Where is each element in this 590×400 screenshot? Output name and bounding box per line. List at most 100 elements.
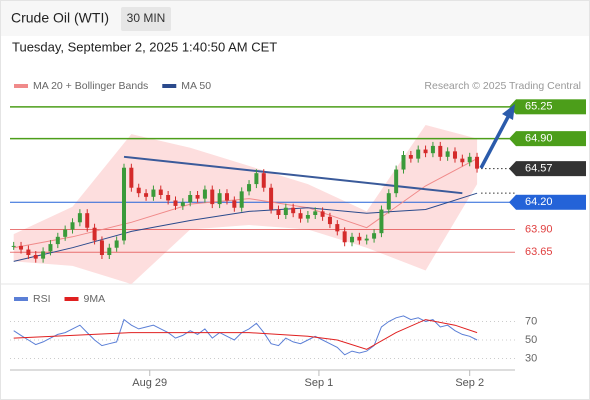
level-label-box bbox=[516, 99, 586, 115]
moving-average bbox=[13, 192, 478, 262]
level-label: 63.65 bbox=[525, 246, 553, 258]
legend-label: RSI bbox=[33, 293, 51, 305]
candle bbox=[467, 156, 472, 163]
candle bbox=[217, 193, 222, 205]
candle bbox=[188, 195, 193, 203]
level-label-box bbox=[516, 131, 586, 147]
candle bbox=[475, 156, 480, 169]
candle bbox=[379, 209, 384, 234]
x-tick-label: Sep 1 bbox=[305, 377, 334, 389]
candle bbox=[210, 189, 215, 205]
level-label: 64.90 bbox=[525, 133, 553, 145]
candle bbox=[452, 151, 457, 159]
candle bbox=[11, 245, 16, 247]
trendline bbox=[123, 155, 463, 195]
legend-label: MA 50 bbox=[181, 80, 211, 92]
candle bbox=[195, 195, 200, 199]
level-label-box bbox=[516, 194, 586, 210]
level-label: 64.20 bbox=[525, 196, 553, 208]
candle bbox=[19, 245, 24, 250]
candle bbox=[408, 155, 413, 159]
level-label: 65.25 bbox=[525, 101, 553, 113]
moving-average bbox=[13, 158, 478, 249]
candle bbox=[166, 195, 171, 201]
watermark: Research © 2025 Trading Central bbox=[424, 80, 581, 92]
candle bbox=[335, 224, 340, 232]
candle bbox=[372, 233, 377, 239]
candle bbox=[158, 189, 163, 195]
candle bbox=[85, 213, 90, 228]
candle bbox=[416, 149, 421, 159]
bollinger-band bbox=[13, 125, 478, 285]
candle bbox=[254, 173, 259, 185]
rsi-tick-label: 70 bbox=[525, 315, 537, 327]
x-tick-label: Sep 2 bbox=[455, 377, 484, 389]
candle bbox=[180, 202, 185, 206]
legend-swatch bbox=[14, 84, 28, 88]
candle bbox=[342, 231, 347, 243]
candle bbox=[283, 207, 288, 215]
candle bbox=[224, 193, 229, 201]
candle bbox=[305, 215, 310, 219]
level-label-pointer bbox=[509, 131, 516, 147]
candle bbox=[99, 240, 104, 255]
candle bbox=[202, 189, 207, 199]
candle bbox=[291, 207, 296, 214]
candle bbox=[55, 236, 60, 245]
candle bbox=[269, 187, 274, 210]
candle bbox=[114, 240, 119, 248]
candle bbox=[394, 169, 399, 194]
rsi-tick-label: 50 bbox=[525, 334, 537, 346]
rsi-line bbox=[13, 315, 478, 356]
title: Crude Oil (WTI) bbox=[11, 10, 109, 26]
legend-label: MA 20 + Bollinger Bands bbox=[33, 80, 148, 92]
candle bbox=[364, 238, 369, 241]
legend-swatch bbox=[162, 84, 177, 88]
candle bbox=[261, 173, 266, 188]
candle bbox=[136, 187, 141, 194]
candle bbox=[313, 211, 318, 215]
candle bbox=[48, 244, 53, 252]
candle bbox=[41, 251, 46, 259]
timeframe: 30 MIN bbox=[127, 11, 166, 25]
forecast-arrow bbox=[479, 116, 510, 169]
level-label: 63.90 bbox=[525, 223, 553, 235]
candle bbox=[430, 145, 435, 154]
level-label-pointer bbox=[509, 161, 516, 177]
level-label-pointer bbox=[509, 194, 516, 210]
timeframe-badge bbox=[121, 7, 171, 31]
candle bbox=[33, 255, 38, 259]
candle bbox=[26, 249, 31, 255]
candle bbox=[276, 209, 281, 215]
candle bbox=[298, 213, 303, 219]
legend-label: 9MA bbox=[84, 293, 106, 305]
candle bbox=[129, 167, 134, 188]
candle bbox=[320, 211, 325, 217]
legend-swatch bbox=[14, 297, 28, 301]
candle bbox=[151, 189, 156, 197]
candle bbox=[239, 191, 244, 208]
candle bbox=[438, 145, 443, 157]
level-label: 64.57 bbox=[525, 163, 553, 175]
candle bbox=[445, 151, 450, 157]
candle bbox=[63, 229, 68, 237]
candle bbox=[386, 193, 391, 210]
forecast-arrow-head bbox=[502, 104, 515, 120]
rsi-tick-label: 30 bbox=[525, 352, 537, 364]
header-bg bbox=[1, 1, 589, 36]
candle bbox=[350, 236, 355, 243]
candle bbox=[144, 193, 149, 197]
candle bbox=[173, 200, 178, 206]
candle bbox=[423, 149, 428, 154]
candle bbox=[122, 167, 127, 241]
rsi-line bbox=[13, 319, 478, 350]
legend-swatch bbox=[64, 297, 79, 301]
candle bbox=[107, 247, 112, 255]
candle bbox=[92, 227, 97, 241]
x-tick-label: Aug 29 bbox=[132, 377, 167, 389]
candle bbox=[327, 216, 332, 225]
candle bbox=[401, 155, 406, 170]
level-label-box bbox=[516, 161, 586, 177]
candle bbox=[247, 184, 252, 192]
